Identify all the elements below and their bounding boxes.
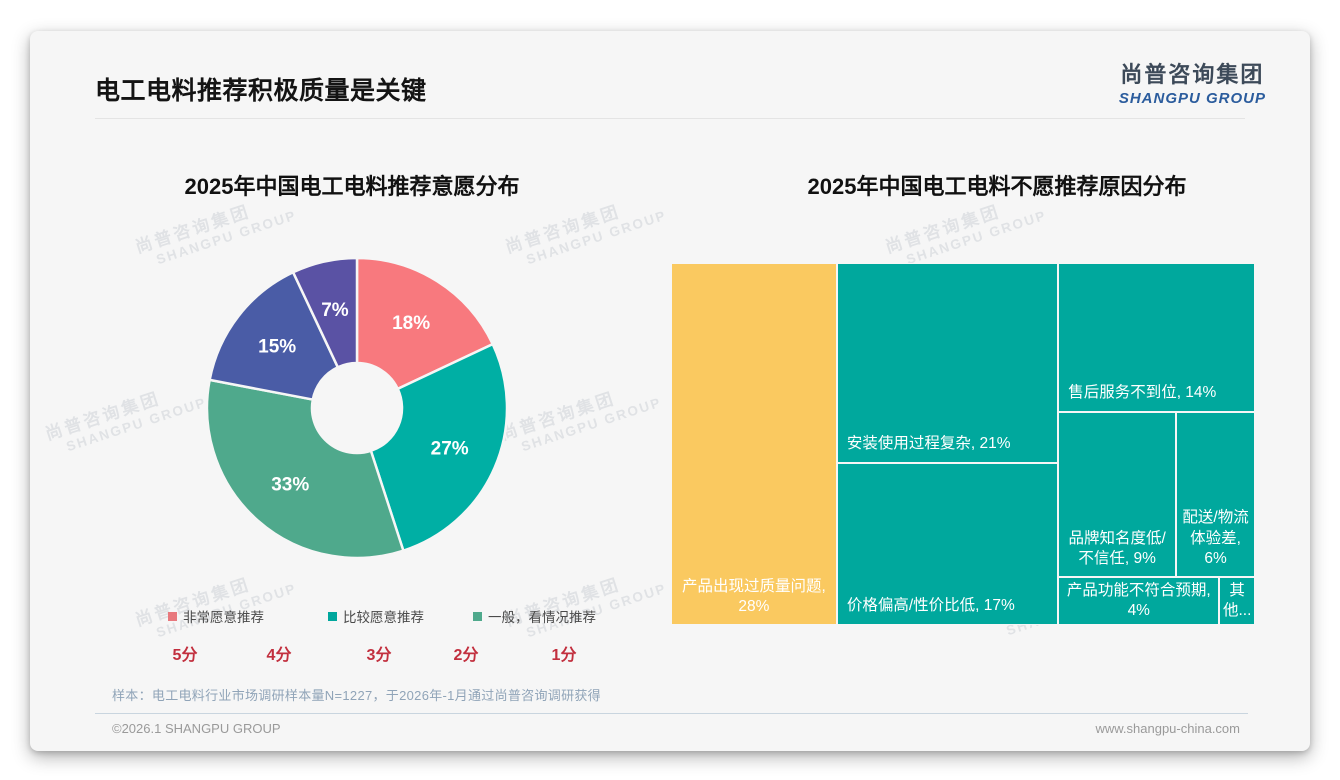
- score-label: 2分: [453, 647, 479, 664]
- website-text: www.shangpu-china.com: [1095, 721, 1240, 736]
- treemap-cell: 其他...: [1219, 576, 1255, 625]
- treemap-chart-title: 2025年中国电工电料不愿推荐原因分布: [807, 174, 1187, 199]
- treemap-cell-label: 产品功能不符合预期, 4%: [1066, 581, 1211, 619]
- donut-slice-label: 33%: [271, 474, 309, 495]
- legend-label: 比较愿意推荐: [343, 610, 424, 625]
- sample-note: 样本：电工电料行业市场调研样本量N=1227，于2026年-1月通过尚普咨询调研…: [112, 688, 601, 703]
- treemap-cell-label: 其他...: [1222, 581, 1252, 619]
- treemap-cell-label: 价格偏高/性价比低, 17%: [846, 596, 1015, 614]
- treemap-cell: 产品功能不符合预期, 4%: [1058, 576, 1220, 625]
- legend-swatch: [328, 611, 337, 621]
- donut-slice: [369, 342, 509, 553]
- slide-card: 尚普咨询集团 SHANGPU GROUP 尚普咨询集团 SHANGPU GROUP 尚普…: [30, 31, 1310, 751]
- score-label: 1分: [551, 647, 577, 664]
- legend-label: 一般，看情况推荐: [488, 610, 596, 625]
- treemap-cell-label: 产品出现过质量问题, 28%: [682, 577, 826, 615]
- treemap-cell: 配送/物流 体验差, 6%: [1176, 412, 1255, 577]
- treemap-cell-label: 配送/物流 体验差, 6%: [1182, 509, 1249, 567]
- donut-chart-title: 2025年中国电工电料推荐意愿分布: [184, 174, 520, 199]
- legend-item: 非常愿意推荐: [168, 606, 264, 626]
- donut-slice-label: 18%: [392, 313, 430, 334]
- legend-item: 一般，看情况推荐: [473, 606, 596, 626]
- treemap-cell: 产品出现过质量问题, 28%: [671, 263, 837, 625]
- title-divider: [95, 118, 1245, 119]
- treemap-cell: 品牌知名度低/不信任, 9%: [1058, 412, 1177, 577]
- treemap-chart: 产品出现过质量问题, 28% 安装使用过程复杂, 21% 价格偏高/性价比低, 17%…: [671, 263, 1255, 625]
- treemap-cell-label: 品牌知名度低/不信任, 9%: [1068, 529, 1166, 567]
- logo-chinese-text: 尚普咨询集团: [1120, 62, 1265, 87]
- legend-swatch: [473, 611, 482, 621]
- copyright-text: ©2026.1 SHANGPU GROUP: [112, 721, 281, 736]
- legend-label: 非常愿意推荐: [183, 610, 264, 625]
- donut-slice: [291, 256, 359, 369]
- legend-item: 比较愿意推荐: [328, 606, 424, 626]
- donut-slice-label: 7%: [321, 300, 349, 321]
- donut-slice: [208, 270, 340, 402]
- donut-slice: [205, 378, 405, 560]
- page-title: 电工电料推荐积极质量是关键: [95, 77, 427, 105]
- score-label: 3分: [366, 647, 392, 664]
- treemap-cell: 安装使用过程复杂, 21%: [836, 263, 1059, 463]
- treemap-cell-label: 售后服务不到位, 14%: [1068, 384, 1217, 401]
- donut-slice-label: 15%: [258, 337, 296, 358]
- logo-english-text: SHANGPU GROUP: [1118, 90, 1266, 107]
- score-label: 4分: [266, 647, 292, 664]
- donut-slice: [355, 256, 495, 391]
- legend-swatch: [168, 611, 177, 621]
- footer-divider: [95, 713, 1248, 714]
- treemap-cell: 价格偏高/性价比低, 17%: [836, 462, 1059, 625]
- donut-chart: 18% 27% 33% 15% 7%: [205, 256, 509, 560]
- company-logo: 尚普咨询集团 SHANGPU GROUP: [1119, 57, 1266, 107]
- treemap-cell-label: 安装使用过程复杂, 21%: [846, 434, 1011, 452]
- donut-slice-label: 27%: [431, 439, 469, 460]
- score-label: 5分: [172, 647, 198, 664]
- treemap-cell: 售后服务不到位, 14%: [1058, 263, 1255, 413]
